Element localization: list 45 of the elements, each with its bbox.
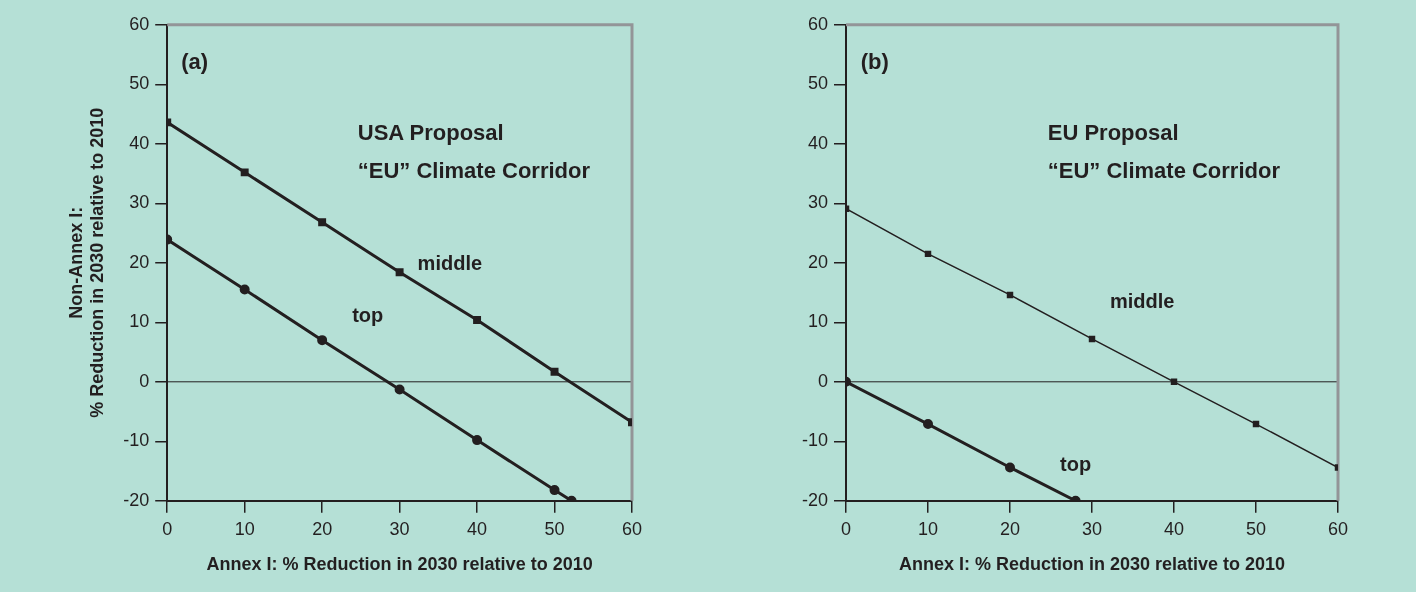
y-tick-label: 10 [129,311,150,332]
x-tick-label: 0 [841,518,852,539]
series-label: middle [1110,290,1175,313]
x-axis-title: Annex I: % Reduction in 2030 relative to 2010 [206,554,593,575]
x-tick-label: 60 [621,518,643,539]
y-tick-label: 0 [139,370,150,391]
series-label: middle [417,251,483,274]
annotation: (b) [860,48,889,74]
y-tick-label: 30 [129,192,150,213]
series-label: top [1060,453,1092,475]
annotation: “EU” Climate Corridor [1047,158,1281,184]
y-tick-label: 20 [807,251,829,272]
annotation: EU Proposal [1047,120,1179,146]
x-axis-title: Annex I: % Reduction in 2030 relative to 2010 [898,554,1286,575]
y-tick-label: 50 [807,73,829,94]
x-tick-label: 50 [1245,518,1267,539]
x-tick-label: 50 [544,518,565,539]
y-tick-label: 10 [807,311,829,332]
x-tick-label: 40 [1163,518,1185,539]
annotation: USA Proposal [357,120,504,146]
y-tick-label: 40 [807,132,829,153]
y-tick-label: -20 [123,489,150,510]
y-tick-label: 30 [807,192,829,213]
y-tick-label: -10 [802,430,829,451]
y-tick-label: 0 [818,370,829,391]
x-tick-label: 60 [1327,518,1349,539]
x-tick-label: 10 [234,518,255,539]
y-tick-label: -20 [802,489,829,510]
x-tick-label: 40 [467,518,488,539]
y-tick-label: 40 [129,132,150,153]
y-tick-label: 50 [129,73,150,94]
x-tick-label: 20 [999,518,1021,539]
series-label: top [352,303,384,326]
y-tick-label: 20 [129,251,150,272]
y-tick-label: 60 [807,13,829,34]
x-tick-label: 0 [162,518,173,539]
annotation: (a) [181,48,209,74]
x-tick-label: 30 [389,518,410,539]
y-axis-title: Non-Annex I: % Reduction in 2030 relative to 2010 [65,107,108,418]
x-tick-label: 30 [1081,518,1103,539]
y-tick-label: -10 [123,430,150,451]
annotation: “EU” Climate Corridor [357,158,591,184]
x-tick-label: 20 [312,518,333,539]
x-tick-label: 10 [918,518,939,539]
y-tick-label: 60 [129,13,150,34]
